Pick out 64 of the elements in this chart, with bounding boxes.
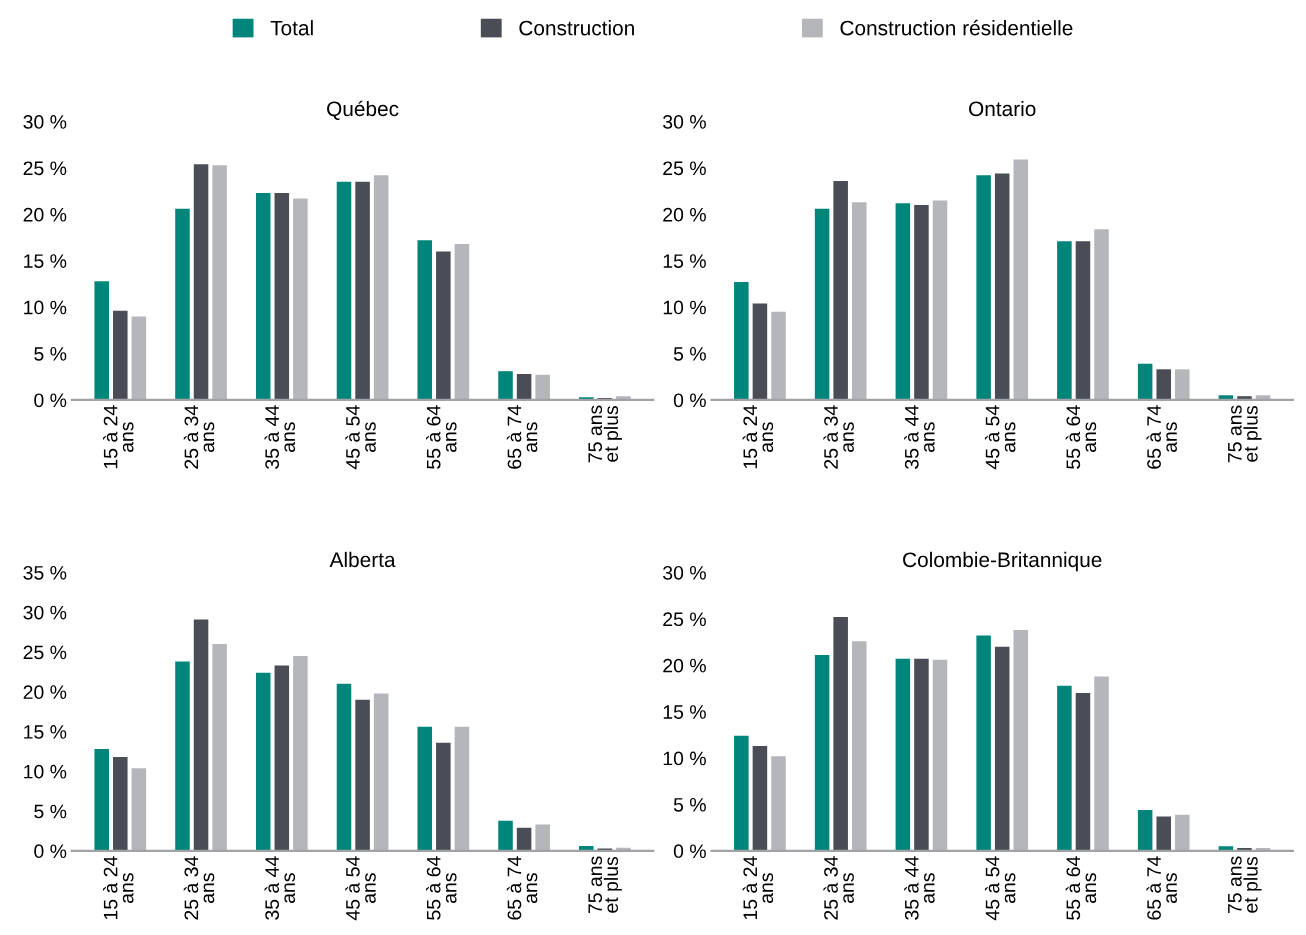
y-tick-label: 15 % xyxy=(663,254,706,268)
x-tick-label: 55 à 64 ans xyxy=(426,856,457,920)
y-tick-label: 30 % xyxy=(663,115,706,129)
legend-label: Total xyxy=(270,20,313,36)
chart-title: Colombie-Britannique xyxy=(903,551,1102,572)
y-tick-label: 35 % xyxy=(23,565,67,580)
x-tick-label: 45 à 54 ans xyxy=(984,856,1016,921)
x-tick-label: 75 ans et plus xyxy=(1228,405,1262,463)
y-tick-label: 30 % xyxy=(663,565,706,580)
y-tick-label: 5 % xyxy=(34,804,67,819)
y-tick-label: 15 % xyxy=(24,725,67,739)
x-tick-label: 15 à 24 ans xyxy=(742,405,774,469)
x-tick-label: 15 à 24 ans xyxy=(742,856,774,920)
y-tick-label: 0 % xyxy=(34,393,67,408)
x-tick-label: 65 à 74 ans xyxy=(1146,856,1177,920)
y-tick-label: 20 % xyxy=(23,685,67,700)
x-tick-label: 25 à 34 ans xyxy=(183,405,215,469)
chart-title: Alberta xyxy=(329,551,396,568)
y-tick-label: 5 % xyxy=(673,347,706,361)
x-tick-label: 35 à 44 ans xyxy=(264,405,296,469)
y-tick-label: 15 % xyxy=(24,254,67,268)
x-tick-label: 25 à 34 ans xyxy=(823,856,854,920)
y-tick-label: 20 % xyxy=(663,658,706,673)
y-tick-label: 0 % xyxy=(34,844,67,859)
y-tick-label: 20 % xyxy=(663,207,706,222)
x-tick-label: 75 ans et plus xyxy=(1228,856,1262,914)
x-tick-label: 15 à 24 ans xyxy=(102,856,134,920)
x-tick-label: 35 à 44 ans xyxy=(264,856,296,920)
x-tick-label: 45 à 54 ans xyxy=(345,405,376,470)
y-tick-label: 5 % xyxy=(673,798,706,812)
y-tick-label: 10 % xyxy=(24,300,67,315)
chart-title: Ontario xyxy=(969,100,1036,117)
x-tick-label: 45 à 54 ans xyxy=(984,405,1016,470)
y-tick-label: 15 % xyxy=(663,705,706,719)
x-tick-label: 75 ans et plus xyxy=(588,856,622,914)
x-tick-label: 65 à 74 ans xyxy=(1146,405,1177,469)
y-tick-label: 25 % xyxy=(663,612,706,627)
x-tick-label: 35 à 44 ans xyxy=(904,405,935,469)
x-tick-label: 55 à 64 ans xyxy=(426,405,457,469)
y-tick-label: 20 % xyxy=(23,207,67,222)
x-tick-label: 65 à 74 ans xyxy=(506,856,538,920)
y-tick-label: 10 % xyxy=(663,751,706,766)
chart-title: Québec xyxy=(327,100,399,120)
y-tick-label: 0 % xyxy=(673,393,706,408)
x-tick-label: 45 à 54 ans xyxy=(345,856,376,921)
y-tick-label: 25 % xyxy=(23,161,67,176)
y-tick-label: 10 % xyxy=(24,764,67,779)
x-tick-label: 55 à 64 ans xyxy=(1065,856,1097,920)
x-tick-label: 35 à 44 ans xyxy=(904,856,935,920)
y-tick-label: 25 % xyxy=(23,645,67,660)
x-tick-label: 65 à 74 ans xyxy=(506,405,538,469)
y-tick-label: 5 % xyxy=(34,347,67,361)
x-tick-label: 25 à 34 ans xyxy=(183,856,215,920)
legend-label: Construction résidentielle xyxy=(840,19,1073,36)
x-tick-label: 75 ans et plus xyxy=(588,405,622,463)
y-tick-label: 0 % xyxy=(673,844,706,859)
legend-label: Construction xyxy=(519,20,634,36)
x-tick-label: 25 à 34 ans xyxy=(823,405,854,469)
y-tick-label: 30 % xyxy=(23,115,67,129)
x-tick-label: 55 à 64 ans xyxy=(1065,405,1097,469)
y-tick-label: 10 % xyxy=(663,300,706,315)
y-tick-label: 30 % xyxy=(23,605,67,620)
y-tick-label: 25 % xyxy=(663,161,706,176)
x-tick-label: 15 à 24 ans xyxy=(102,405,134,469)
